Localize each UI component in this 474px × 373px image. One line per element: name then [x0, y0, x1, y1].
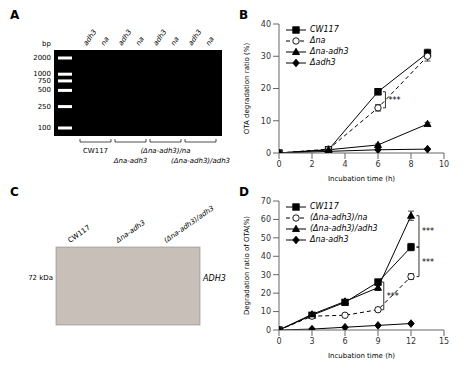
svg-text:40: 40: [261, 252, 271, 261]
html-text:CW117: CW117: [310, 202, 339, 211]
svg-text:40: 40: [261, 20, 271, 29]
html-text:Δadh3: Δadh3: [310, 58, 336, 67]
html-text:D: D: [239, 185, 249, 199]
svg-text:na: na: [169, 35, 181, 47]
svg-text:50: 50: [261, 234, 271, 243]
svg-text:ADH3: ADH3: [202, 274, 226, 283]
svg-text:***: ***: [422, 227, 434, 236]
svg-text:3: 3: [309, 337, 314, 346]
svg-text:500: 500: [38, 86, 51, 94]
svg-text:bp: bp: [42, 40, 51, 48]
svg-text:na: na: [99, 35, 111, 47]
html-text:B: B: [239, 8, 249, 22]
svg-text:6: 6: [342, 337, 347, 346]
svg-text:CW117: CW117: [83, 147, 108, 155]
svg-text:6: 6: [375, 160, 380, 169]
svg-text:adh3: adh3: [117, 28, 134, 47]
svg-text:8: 8: [408, 160, 413, 169]
svg-text:adh3: adh3: [82, 28, 99, 47]
svg-text:Δna-adh3: Δna-adh3: [113, 157, 148, 165]
svg-text:Δna-adh3: Δna-adh3: [114, 219, 147, 245]
svg-text:2000: 2000: [33, 54, 51, 62]
svg-text:10: 10: [261, 117, 271, 126]
svg-text:***: ***: [422, 258, 434, 267]
svg-text:4: 4: [342, 160, 347, 169]
svg-text:70: 70: [261, 197, 271, 206]
svg-text:750: 750: [38, 77, 51, 85]
svg-text:0: 0: [276, 337, 281, 346]
svg-text:(Δna-adh3)/na: (Δna-adh3)/na: [140, 147, 190, 155]
svg-text:(Δna-adh3)/adh3: (Δna-adh3)/adh3: [163, 204, 216, 244]
svg-text:0: 0: [276, 160, 281, 169]
svg-text:10: 10: [439, 160, 449, 169]
html-text:Δna-adh3: Δna-adh3: [310, 47, 349, 56]
svg-text:Incubation time (h): Incubation time (h): [328, 352, 395, 360]
svg-text:na: na: [134, 35, 146, 47]
svg-text:adh3: adh3: [152, 28, 169, 47]
svg-text:Degradation ratio of OTA(%): Degradation ratio of OTA(%): [243, 216, 251, 315]
svg-text:20: 20: [261, 289, 271, 298]
svg-text:15: 15: [439, 337, 449, 346]
svg-text:10: 10: [261, 307, 271, 316]
svg-text:Incubation time (h): Incubation time (h): [328, 175, 395, 183]
svg-text:2: 2: [309, 160, 314, 169]
svg-text:60: 60: [261, 215, 271, 224]
svg-text:***: ***: [388, 96, 400, 105]
svg-text:9: 9: [375, 337, 380, 346]
svg-text:adh3: adh3: [187, 28, 204, 47]
html-text:(Δna-adh3)/na: (Δna-adh3)/na: [310, 213, 368, 222]
html-text:(Δna-adh3)/adh3: (Δna-adh3)/adh3: [310, 224, 378, 233]
svg-text:72 kDa: 72 kDa: [28, 274, 53, 282]
html-text:C: C: [10, 185, 19, 199]
svg-text:0: 0: [266, 149, 271, 158]
html-text:CW117: CW117: [310, 25, 339, 34]
svg-text:OTA degradation ratio (%): OTA degradation ratio (%): [243, 43, 251, 135]
svg-text:0: 0: [266, 326, 271, 335]
svg-text:100: 100: [38, 124, 51, 132]
svg-text:***: ***: [387, 292, 399, 301]
svg-text:na: na: [204, 35, 216, 47]
svg-text:12: 12: [406, 337, 416, 346]
svg-text:20: 20: [261, 84, 271, 93]
html-text:Δna: Δna: [310, 36, 326, 45]
svg-text:250: 250: [38, 103, 51, 111]
html-text:A: A: [10, 8, 20, 22]
svg-text:1000: 1000: [33, 70, 51, 79]
svg-text:30: 30: [261, 271, 271, 280]
svg-text:(Δna-adh3)/adh3: (Δna-adh3)/adh3: [171, 157, 230, 165]
html-text:Δna-adh3: Δna-adh3: [310, 235, 349, 244]
svg-text:CW117: CW117: [67, 224, 92, 245]
svg-text:30: 30: [261, 52, 271, 61]
